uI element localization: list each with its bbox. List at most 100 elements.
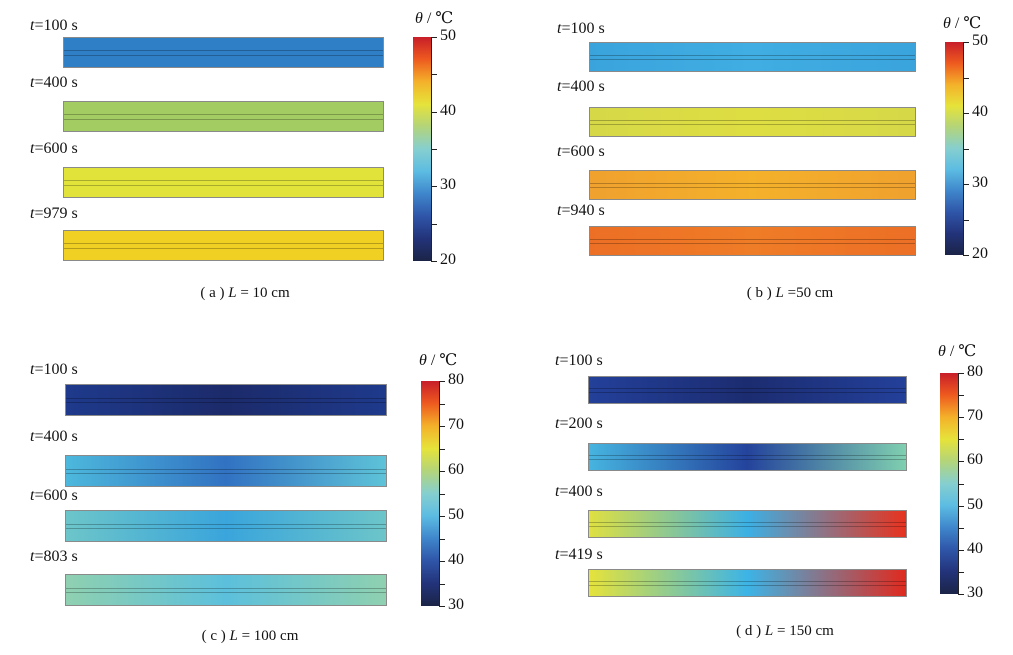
colorbar-tick-label: 50 <box>972 32 988 49</box>
time-value: 400 s <box>43 428 78 445</box>
minor-tick <box>958 483 964 485</box>
temperature-field-bar <box>588 376 907 404</box>
pipe-line <box>590 243 915 245</box>
minor-tick <box>963 219 969 221</box>
caption-prefix: ( d ) <box>736 623 762 639</box>
major-tick <box>958 505 964 507</box>
equals: = <box>34 140 44 157</box>
caption-var: L <box>229 628 238 644</box>
major-tick <box>958 461 964 463</box>
major-tick <box>958 549 964 551</box>
time-value: 100 s <box>570 20 605 37</box>
time-label: t=400 s <box>557 78 605 96</box>
pipe-line <box>590 182 915 184</box>
pipe-line <box>64 180 383 182</box>
colorbar-tick-label: 80 <box>967 363 983 380</box>
time-value: 200 s <box>568 415 603 432</box>
time-label: t=100 s <box>30 361 78 379</box>
minor-tick <box>439 538 445 540</box>
time-label: t=600 s <box>30 487 78 505</box>
time-var: t <box>30 548 35 565</box>
pipe-line <box>589 387 906 389</box>
time-value: 940 s <box>570 202 605 219</box>
time-label: t=100 s <box>557 20 605 38</box>
pipe-line <box>589 459 906 461</box>
minor-tick <box>439 403 445 405</box>
equals: = <box>34 548 44 565</box>
caption-prefix: ( c ) <box>201 628 226 644</box>
caption-rest: = 100 cm <box>237 628 299 644</box>
pipe-line <box>64 184 383 186</box>
time-label: t=100 s <box>555 352 603 370</box>
time-label: t=400 s <box>30 428 78 446</box>
pipe-line <box>66 468 386 470</box>
time-label: t=803 s <box>30 548 78 566</box>
major-tick <box>958 594 964 595</box>
temperature-field-bar <box>588 569 907 597</box>
temperature-field-bar <box>589 170 916 200</box>
temperature-field-bar <box>589 107 916 137</box>
temperature-field-bar <box>65 574 387 606</box>
time-label: t=100 s <box>30 17 78 35</box>
equals: = <box>559 415 569 432</box>
caption-prefix: ( a ) <box>200 285 225 301</box>
colorbar-tick-label: 20 <box>440 251 456 268</box>
time-var: t <box>30 74 35 91</box>
pipe-line <box>64 114 383 116</box>
pipe-line <box>589 392 906 394</box>
time-value: 600 s <box>43 140 78 157</box>
colorbar-tick-label: 70 <box>967 407 983 425</box>
colorbar-tick-label: 30 <box>967 584 983 601</box>
minor-tick <box>958 395 964 397</box>
time-var: t <box>557 20 562 37</box>
panel-caption: ( a ) L = 10 cm <box>200 285 289 302</box>
colorbar-title: θ / ℃ <box>943 13 981 33</box>
time-var: t <box>30 428 35 445</box>
colorbar-title-unit: / ℃ <box>422 10 454 27</box>
minor-tick <box>958 527 964 529</box>
major-tick <box>439 426 445 427</box>
major-tick <box>963 255 969 256</box>
major-tick <box>431 111 437 113</box>
colorbar-tick-label: 60 <box>967 451 983 469</box>
major-tick <box>439 516 445 517</box>
time-var: t <box>30 140 35 157</box>
pipe-line <box>590 187 915 189</box>
colorbar-tick-label: 50 <box>440 27 456 44</box>
colorbar-title: θ / ℃ <box>419 350 457 370</box>
pipe-line <box>64 54 383 56</box>
temperature-field-bar <box>589 42 916 72</box>
equals: = <box>34 205 44 222</box>
equals: = <box>561 143 571 160</box>
pipe-line <box>66 473 386 475</box>
colorbar-tick-label: 20 <box>972 245 988 262</box>
major-tick <box>958 417 964 419</box>
time-value: 979 s <box>43 205 78 222</box>
colorbar <box>413 37 431 261</box>
caption-var: L <box>764 623 774 639</box>
colorbar-tick-label: 40 <box>967 539 983 557</box>
pipe-line <box>590 238 915 240</box>
time-label: t=979 s <box>30 205 78 223</box>
pipe-line <box>590 124 915 126</box>
pipe-line <box>66 592 386 594</box>
time-label: t=200 s <box>555 415 603 433</box>
colorbar-tick-label: 40 <box>440 101 456 119</box>
panel-caption: ( b ) L =50 cm <box>747 285 833 302</box>
time-var: t <box>30 361 35 378</box>
pipe-line <box>589 454 906 456</box>
temperature-field-bar <box>63 37 384 68</box>
pipe-line <box>589 580 906 582</box>
equals: = <box>34 17 44 34</box>
minor-tick <box>431 74 437 76</box>
pipe-line <box>590 54 915 56</box>
pipe-line <box>64 243 383 245</box>
pipe-line <box>66 402 386 404</box>
equals: = <box>561 202 571 219</box>
panel-caption: ( d ) L = 150 cm <box>736 623 834 640</box>
time-var: t <box>557 143 562 160</box>
minor-tick <box>963 77 969 79</box>
